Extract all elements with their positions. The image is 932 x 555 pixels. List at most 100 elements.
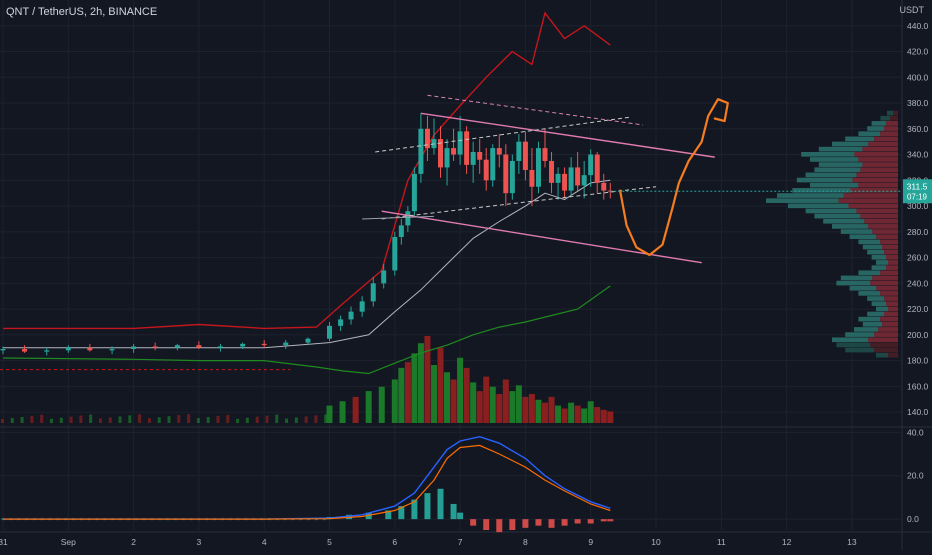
candle-body — [240, 343, 246, 347]
price-tick-label: 160.0 — [907, 381, 929, 391]
price-tick-label: 420.0 — [907, 47, 929, 57]
volume-profile-bar-up — [840, 229, 873, 234]
volume-profile-bar-down — [870, 280, 898, 286]
volume-bar — [285, 418, 289, 423]
volume-profile-bar-up — [871, 301, 887, 307]
midline — [362, 215, 434, 220]
candle-body — [438, 139, 444, 168]
volume-bar — [509, 391, 516, 423]
volume-bar — [522, 396, 529, 423]
volume-profile-bar-down — [872, 275, 898, 281]
volume-bar — [398, 367, 405, 423]
volume-profile-bar-up — [818, 162, 863, 167]
volume-profile-bar-down — [868, 224, 898, 229]
price-tick-label: 260.0 — [907, 253, 929, 263]
candle-body — [483, 159, 489, 181]
volume-profile-bar-down — [860, 167, 898, 173]
volume-profile-bar-down — [872, 229, 898, 234]
volume-bar — [352, 396, 359, 423]
volume-profile-bar-up — [876, 306, 889, 312]
volume-bar — [463, 367, 470, 423]
volume-bar — [600, 409, 607, 423]
candle-body — [283, 342, 289, 346]
volume-profile-bar-down — [874, 332, 898, 337]
volume-profile-bar-down — [884, 296, 898, 301]
candle-body — [418, 128, 424, 174]
volume-profile-bar-down — [856, 208, 898, 214]
candle-body — [490, 148, 496, 181]
time-tick-label: 11 — [717, 537, 726, 547]
volume-bar — [404, 362, 411, 423]
volume-bar — [167, 416, 171, 423]
volume-bar — [444, 372, 451, 423]
volume-profile-bar-up — [858, 239, 881, 245]
volume-profile-bar-down — [838, 198, 898, 203]
volume-profile-bar-down — [886, 121, 898, 126]
volume-bar — [411, 353, 418, 423]
volume-profile-bar-up — [867, 296, 885, 301]
price-tick-label: 280.0 — [907, 227, 929, 237]
candle-body — [348, 311, 354, 320]
volume-profile-bar-up — [887, 110, 894, 116]
chart-title: QNT / TetherUS, 2h, BINANCE — [6, 6, 158, 18]
dashed-channel-top — [427, 94, 644, 126]
candle-body — [0, 349, 6, 351]
volume-profile-bar-down — [886, 301, 898, 307]
volume-bar — [294, 417, 298, 423]
volume-profile-bar-down — [888, 306, 898, 312]
volume-profile-bar-up — [777, 193, 844, 198]
volume-bar — [245, 417, 249, 423]
volume-profile-bar-up — [832, 337, 869, 343]
volume-profile-bar-down — [868, 337, 898, 343]
volume-profile-bar-up — [858, 131, 881, 137]
volume-profile-bar-down — [882, 321, 898, 327]
volume-bar — [574, 405, 581, 423]
volume-bar — [196, 418, 200, 423]
volume-bar — [365, 391, 372, 423]
candle-body — [44, 350, 50, 352]
candle-body — [411, 173, 417, 212]
volume-bar — [79, 415, 83, 423]
macd-histogram-bar — [450, 503, 457, 520]
volume-profile-bar-down — [874, 347, 898, 353]
time-tick-label: 31 — [0, 537, 8, 547]
volume-bar — [483, 376, 490, 423]
volume-profile-bar-down — [860, 213, 898, 219]
volume-bar — [89, 414, 93, 423]
volume-profile-bar-down — [886, 255, 898, 260]
volume-profile-bar-down — [884, 126, 898, 131]
candle-body — [398, 225, 404, 237]
candle-body — [457, 131, 463, 155]
volume-profile-bar-up — [832, 224, 869, 229]
time-tick-label: 2 — [131, 537, 136, 547]
time-tick-label: 9 — [588, 537, 593, 547]
volume-bar — [437, 347, 444, 423]
candle-body — [503, 154, 509, 194]
volume-profile-bar-down — [888, 352, 898, 358]
time-tick-label: 12 — [782, 537, 792, 547]
candle-body — [588, 154, 594, 176]
volume-profile-bar-up — [832, 141, 869, 147]
volume-bar — [535, 399, 542, 423]
candle-body — [581, 175, 587, 186]
volume-bar — [157, 417, 161, 423]
volume-bar — [177, 415, 181, 423]
volume-bar — [326, 405, 333, 423]
volume-profile-bar-up — [810, 182, 859, 188]
macd-histogram-bar — [509, 519, 516, 530]
volume-bar — [324, 414, 328, 423]
volume-profile-bar-down — [880, 270, 898, 276]
volume-bar — [40, 414, 44, 423]
macd-histogram-bar — [561, 519, 568, 526]
candle-body — [22, 349, 28, 352]
volume-profile-bar-up — [845, 347, 875, 353]
green-envelope-line — [2, 285, 611, 375]
volume-profile-bar-up — [854, 327, 879, 332]
candle-body — [549, 160, 555, 183]
time-tick-label: 13 — [847, 537, 857, 547]
volume-bar — [548, 396, 555, 423]
candle-body — [87, 347, 93, 351]
volume-profile-bar-up — [876, 352, 889, 358]
volume-profile-bar-up — [867, 311, 885, 317]
